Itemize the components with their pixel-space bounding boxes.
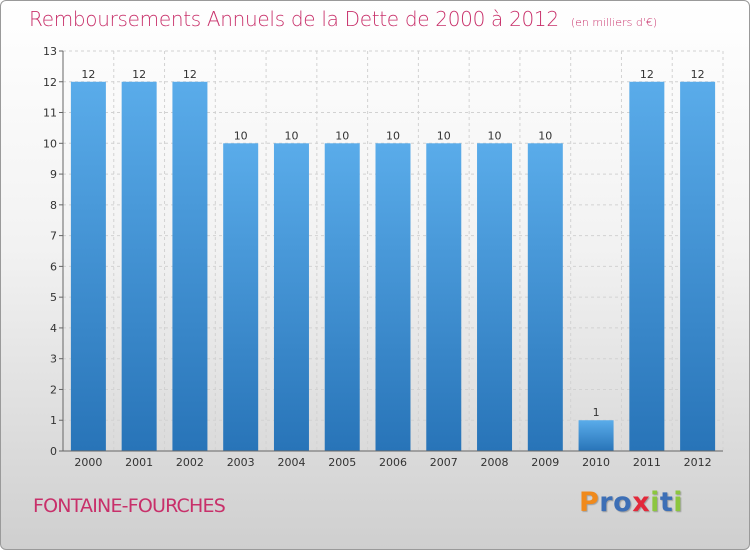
y-tick-label: 11 [43,107,57,120]
data-label: 10 [234,129,248,142]
x-tick-label: 2009 [531,456,559,469]
bar [477,143,513,452]
proxiti-logo: Proxiti [579,487,683,518]
bar [527,143,563,452]
data-label: 10 [386,129,400,142]
bar [223,143,259,452]
x-tick-label: 2012 [684,456,712,469]
y-tick-label: 10 [43,137,57,150]
bar [70,81,106,452]
x-tick-label: 2003 [227,456,255,469]
data-label: 12 [640,68,654,81]
x-tick-label: 2006 [379,456,407,469]
data-label: 1 [593,406,600,419]
y-tick-label: 2 [50,383,57,396]
y-tick-label: 4 [50,322,57,335]
data-label: 10 [284,129,298,142]
y-tick-label: 3 [50,353,57,366]
x-tick-label: 2011 [633,456,661,469]
data-labels: 12 12 12 10 10 10 10 10 10 10 1 12 12 [81,68,704,419]
x-tick-label: 2010 [582,456,610,469]
x-tick-label: 2000 [74,456,102,469]
bar [680,81,716,452]
logo-letter: i [673,487,684,518]
bar [121,81,157,452]
y-tick-label: 8 [50,199,57,212]
data-label: 12 [132,68,146,81]
y-tick-label: 13 [43,45,57,58]
chart-title-text: Remboursements Annuels de la Dette de 20… [29,7,559,31]
y-tick-label: 0 [50,445,57,458]
data-label: 10 [538,129,552,142]
logo-letter: x [632,487,651,518]
bar [172,81,208,452]
data-label: 10 [335,129,349,142]
logo-letter: o [613,487,633,518]
logo-letter: r [599,487,614,518]
x-tick-label: 2008 [481,456,509,469]
y-tick-label: 6 [50,260,57,273]
y-tick-label: 12 [43,76,57,89]
x-axis: 2000 2001 2002 2003 2004 2005 2006 2007 2008 2009… [63,450,723,469]
bar [273,143,309,452]
logo-letter: P [579,487,600,518]
x-tick-label: 2005 [328,456,356,469]
x-tick-label: 2007 [430,456,458,469]
data-label: 12 [81,68,95,81]
data-label: 10 [488,129,502,142]
location-name: FONTAINE-FOURCHES [33,495,226,517]
x-tick-label: 2001 [125,456,153,469]
chart-subtitle: (en milliers d'€) [570,16,658,29]
x-tick-label: 2004 [277,456,305,469]
bar [375,143,411,452]
data-label: 10 [437,129,451,142]
y-tick-label: 5 [50,291,57,304]
bar-series [70,81,716,452]
y-tick-label: 7 [50,230,57,243]
data-label: 12 [183,68,197,81]
y-tick-label: 1 [50,414,57,427]
data-label: 12 [691,68,705,81]
bar [578,420,614,451]
x-tick-label: 2002 [176,456,204,469]
bar [426,143,462,452]
y-tick-label: 9 [50,168,57,181]
bar [629,81,665,452]
bar [324,143,360,452]
chart-title: Remboursements Annuels de la Dette de 20… [29,7,657,31]
logo-letter: i [650,487,660,518]
logo-letter: t [659,487,674,518]
